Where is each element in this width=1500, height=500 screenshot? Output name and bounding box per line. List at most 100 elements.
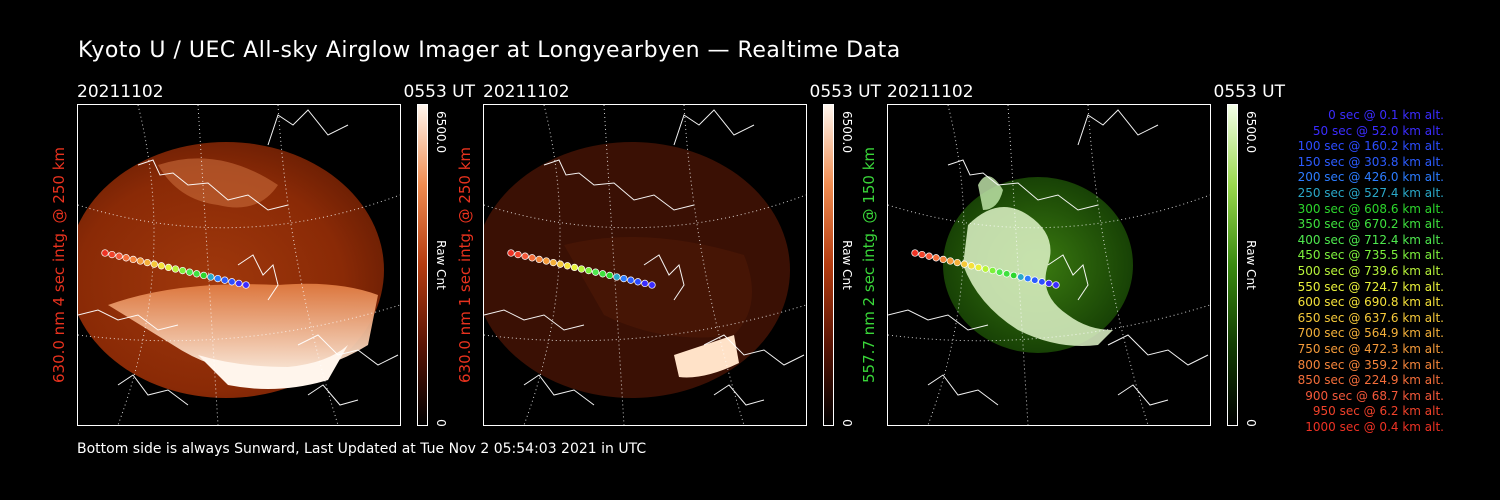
trajectory-point <box>129 255 137 264</box>
trajectory-point <box>528 254 536 262</box>
trajectory-point <box>200 271 208 280</box>
trajectory-point <box>1017 273 1025 281</box>
trajectory-point <box>228 278 236 286</box>
legend-entry: 1000 sec @ 0.4 km alt. <box>1305 419 1444 434</box>
legend-entry: 800 sec @ 359.2 km alt. <box>1297 357 1444 372</box>
trajectory-point <box>995 268 1004 276</box>
colorbar-unit: Raw Cnt <box>434 240 448 290</box>
trajectory-point <box>974 263 983 272</box>
colorbar <box>417 104 428 426</box>
legend-entry: 300 sec @ 608.6 km alt. <box>1297 201 1444 216</box>
colorbar-unit: Raw Cnt <box>1244 240 1258 290</box>
trajectory-point <box>634 278 642 286</box>
trajectory-point <box>953 258 961 267</box>
trajectory-point <box>641 279 649 288</box>
colorbar-max: 6500.0 <box>1244 111 1258 153</box>
trajectory-point <box>584 266 593 275</box>
trajectory-point <box>521 252 529 260</box>
trajectory-point <box>1003 270 1011 278</box>
panel-date: 20211102 <box>887 82 974 102</box>
trajectory-point <box>960 260 968 268</box>
allsky-image <box>483 104 807 426</box>
trajectory-point <box>591 268 600 276</box>
trajectory-point <box>207 273 215 281</box>
trajectory-point <box>1038 278 1046 286</box>
trajectory-point <box>171 265 180 273</box>
trajectory-point <box>556 260 564 268</box>
trajectory-point <box>1031 276 1039 284</box>
trajectory-point <box>981 265 990 273</box>
trajectory-point <box>242 281 250 289</box>
panel-630nm-4sec: 20211102 0553 UT 630.0 nm 4 sec intg. @ … <box>50 80 527 440</box>
panel-wavelength-label: 630.0 nm 4 sec intg. @ 250 km <box>50 146 68 384</box>
trajectory-point <box>613 273 621 281</box>
trajectory-legend: 0 sec @ 0.1 km alt. 50 sec @ 52.0 km alt.… <box>1260 108 1444 435</box>
trajectory-point <box>620 274 628 283</box>
colorbar-max: 6500.0 <box>434 111 448 153</box>
legend-entry: 600 sec @ 690.8 km alt. <box>1297 295 1444 310</box>
trajectory-point <box>967 262 976 270</box>
trajectory-point <box>939 255 947 264</box>
colorbar-min: 0 <box>1244 419 1258 427</box>
panel-time: 0553 UT <box>809 82 882 102</box>
trajectory-point <box>563 262 572 270</box>
colorbar-unit: Raw Cnt <box>840 240 854 290</box>
legend-entry: 250 sec @ 527.4 km alt. <box>1297 185 1444 200</box>
trajectory-point <box>542 257 550 265</box>
legend-entry: 50 sec @ 52.0 km alt. <box>1312 123 1444 138</box>
legend-entry: 550 sec @ 724.7 km alt. <box>1297 279 1444 294</box>
trajectory-point <box>122 254 130 262</box>
colorbar <box>1227 104 1238 426</box>
panel-630nm-1sec: 20211102 0553 UT 630.0 nm 1 sec intg. @ … <box>456 80 933 440</box>
allsky-image <box>887 104 1211 426</box>
trajectory-point <box>918 250 926 259</box>
trajectory-point <box>570 263 579 272</box>
trajectory-point <box>235 279 243 288</box>
trajectory-point <box>1052 281 1060 289</box>
allsky-image <box>77 104 401 426</box>
trajectory-point <box>101 249 109 257</box>
trajectory-point <box>136 257 144 265</box>
trajectory-point <box>911 249 919 257</box>
trajectory-point <box>514 250 522 259</box>
legend-entry: 450 sec @ 735.5 km alt. <box>1297 248 1444 263</box>
trajectory-point <box>221 276 229 284</box>
legend-entry: 500 sec @ 739.6 km alt. <box>1297 263 1444 278</box>
trajectory-point <box>108 250 116 259</box>
trajectory-point <box>1045 279 1053 288</box>
legend-entry: 900 sec @ 68.7 km alt. <box>1305 388 1444 403</box>
legend-entry: 950 sec @ 6.2 km alt. <box>1312 404 1444 419</box>
trajectory-point <box>932 254 940 262</box>
legend-entry: 850 sec @ 224.9 km alt. <box>1297 373 1444 388</box>
trajectory-point <box>507 249 515 257</box>
trajectory-point <box>549 258 557 267</box>
panel-557nm-2sec: 20211102 0553 UT 557.7 nm 2 sec intg. @ … <box>860 80 1337 440</box>
colorbar <box>823 104 834 426</box>
legend-entry: 150 sec @ 303.8 km alt. <box>1297 154 1444 169</box>
legend-entry: 200 sec @ 426.0 km alt. <box>1297 170 1444 185</box>
legend-entry: 750 sec @ 472.3 km alt. <box>1297 341 1444 356</box>
panel-time: 0553 UT <box>1213 82 1286 102</box>
panel-date: 20211102 <box>483 82 570 102</box>
panel-wavelength-label: 630.0 nm 1 sec intg. @ 250 km <box>456 146 474 384</box>
trajectory-point <box>988 266 997 275</box>
trajectory-point <box>577 265 586 273</box>
trajectory-point <box>214 274 222 283</box>
trajectory-point <box>157 262 166 270</box>
footer-note: Bottom side is always Sunward, Last Upda… <box>77 441 647 457</box>
legend-entry: 700 sec @ 564.9 km alt. <box>1297 326 1444 341</box>
colorbar-max: 6500.0 <box>840 111 854 153</box>
legend-entry: 100 sec @ 160.2 km alt. <box>1297 139 1444 154</box>
trajectory-point <box>627 276 635 284</box>
trajectory-point <box>535 255 543 264</box>
trajectory-point <box>115 252 123 260</box>
legend-entry: 0 sec @ 0.1 km alt. <box>1328 108 1444 122</box>
panel-wavelength-label: 557.7 nm 2 sec intg. @ 150 km <box>860 146 878 384</box>
trajectory-point <box>599 270 607 278</box>
trajectory-point <box>193 270 201 278</box>
panel-date: 20211102 <box>77 82 164 102</box>
trajectory-point <box>185 268 194 276</box>
legend-entry: 650 sec @ 637.6 km alt. <box>1297 310 1444 325</box>
trajectory-point <box>178 266 187 275</box>
trajectory-point <box>1010 271 1018 280</box>
